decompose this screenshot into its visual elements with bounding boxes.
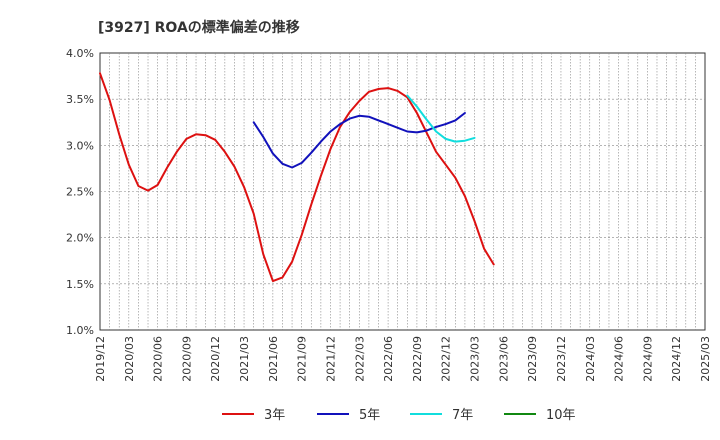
x-tick-label: 2022/06	[382, 336, 395, 382]
legend-label: 5年	[359, 408, 380, 423]
y-tick-label: 3.0%	[66, 139, 94, 152]
x-tick-label: 2023/12	[555, 336, 568, 382]
x-tick-label: 2025/03	[699, 336, 712, 382]
legend-label: 7年	[452, 408, 473, 423]
x-tick-label: 2020/12	[209, 336, 222, 382]
x-tick-label: 2020/06	[152, 336, 165, 382]
x-tick-label: 2020/03	[123, 336, 136, 382]
x-tick-label: 2024/12	[670, 336, 683, 382]
series-line-7年	[406, 94, 476, 143]
grid-lines	[100, 53, 705, 330]
x-tick-label: 2024/06	[613, 336, 626, 382]
x-tick-label: 2024/03	[584, 336, 597, 382]
y-tick-label: 1.5%	[66, 278, 94, 291]
y-tick-label: 2.0%	[66, 232, 94, 245]
x-tick-label: 2022/03	[353, 336, 366, 382]
x-axis-ticks: 2019/12 2020/03 2020/06 2020/09 2020/12 2021/…	[94, 336, 712, 382]
y-tick-label: 4.0%	[66, 47, 94, 60]
x-tick-label: 2019/12	[94, 336, 107, 382]
x-tick-label: 2021/12	[324, 336, 337, 382]
series-line-5年	[252, 112, 466, 169]
y-tick-label: 2.5%	[66, 186, 94, 199]
series-lines	[99, 72, 495, 283]
x-tick-label: 2021/03	[238, 336, 251, 382]
x-tick-label: 2020/09	[180, 336, 193, 382]
y-tick-label: 1.0%	[66, 324, 94, 337]
legend: 3年 5年 7年 10年	[222, 408, 576, 423]
chart-title: [3927] ROAの標準偏差の推移	[98, 19, 300, 36]
x-tick-label: 2022/12	[440, 336, 453, 382]
legend-label: 10年	[546, 408, 576, 423]
x-tick-label: 2023/09	[526, 336, 539, 382]
x-tick-label: 2023/06	[497, 336, 510, 382]
series-line-3年	[99, 72, 495, 283]
x-tick-label: 2022/09	[411, 336, 424, 382]
x-tick-label: 2021/06	[267, 336, 280, 382]
x-tick-label: 2021/09	[296, 336, 309, 382]
y-axis-ticks: 1.0% 1.5% 2.0% 2.5% 3.0% 3.5% 4.0%	[66, 47, 94, 337]
y-tick-label: 3.5%	[66, 93, 94, 106]
x-tick-label: 2024/09	[641, 336, 654, 382]
legend-label: 3年	[264, 408, 285, 423]
x-tick-label: 2023/03	[469, 336, 482, 382]
